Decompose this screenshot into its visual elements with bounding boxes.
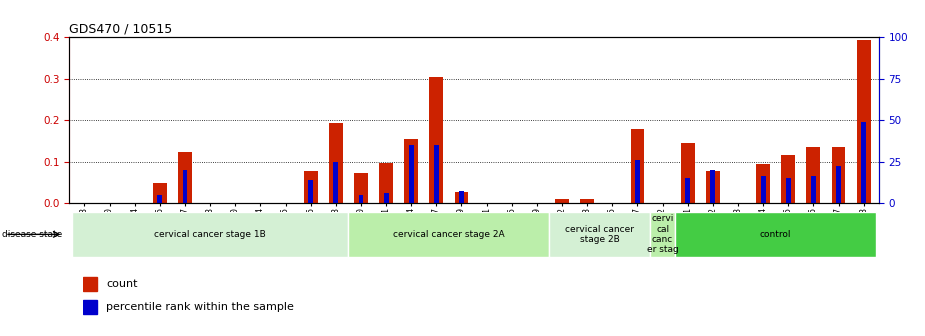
Bar	[685, 178, 690, 203]
Text: cervi
cal
canc
er stag: cervi cal canc er stag	[647, 214, 678, 254]
Bar	[349, 212, 549, 257]
Bar	[760, 176, 766, 203]
Bar	[555, 199, 569, 203]
Bar	[182, 170, 188, 203]
Bar	[807, 147, 820, 203]
Bar	[580, 199, 594, 203]
Bar	[303, 171, 317, 203]
Bar	[549, 212, 650, 257]
Bar	[710, 170, 715, 203]
Bar	[157, 195, 162, 203]
Bar	[811, 176, 816, 203]
Bar	[631, 129, 645, 203]
Bar	[786, 178, 791, 203]
Bar	[429, 77, 443, 203]
Bar	[179, 152, 191, 203]
Bar	[354, 173, 368, 203]
Bar	[454, 192, 468, 203]
Bar	[384, 193, 388, 203]
Bar	[706, 171, 720, 203]
Text: count: count	[106, 279, 138, 289]
Bar	[379, 163, 393, 203]
Bar	[459, 191, 464, 203]
Bar	[635, 160, 640, 203]
Bar	[333, 162, 339, 203]
Bar	[757, 164, 770, 203]
Bar	[409, 145, 413, 203]
Bar	[153, 183, 166, 203]
Bar	[650, 212, 675, 257]
Bar	[404, 139, 418, 203]
Bar	[857, 40, 870, 203]
Bar	[308, 180, 313, 203]
Bar	[83, 277, 97, 291]
Text: cervical cancer stage 2A: cervical cancer stage 2A	[393, 230, 505, 239]
Bar	[434, 145, 438, 203]
Bar	[359, 195, 364, 203]
Text: cervical cancer
stage 2B: cervical cancer stage 2B	[565, 225, 635, 244]
Bar	[72, 212, 349, 257]
Text: percentile rank within the sample: percentile rank within the sample	[106, 302, 294, 312]
Text: control: control	[760, 230, 792, 239]
Bar	[836, 166, 841, 203]
Text: disease state: disease state	[2, 230, 62, 239]
Bar	[83, 300, 97, 314]
Text: GDS470 / 10515: GDS470 / 10515	[69, 23, 173, 36]
Bar	[861, 122, 866, 203]
Bar	[782, 156, 796, 203]
Bar	[681, 143, 695, 203]
Text: cervical cancer stage 1B: cervical cancer stage 1B	[154, 230, 266, 239]
Bar	[675, 212, 876, 257]
Bar	[329, 123, 343, 203]
Bar	[832, 147, 845, 203]
